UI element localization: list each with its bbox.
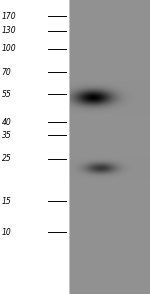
Text: 55: 55 bbox=[2, 90, 11, 98]
Text: 40: 40 bbox=[2, 118, 11, 126]
Text: 70: 70 bbox=[2, 68, 11, 76]
Text: 15: 15 bbox=[2, 197, 11, 206]
Text: 130: 130 bbox=[2, 26, 16, 35]
Text: 35: 35 bbox=[2, 131, 11, 140]
Text: 170: 170 bbox=[2, 12, 16, 21]
Text: 25: 25 bbox=[2, 154, 11, 163]
Text: 10: 10 bbox=[2, 228, 11, 237]
Text: 100: 100 bbox=[2, 44, 16, 53]
